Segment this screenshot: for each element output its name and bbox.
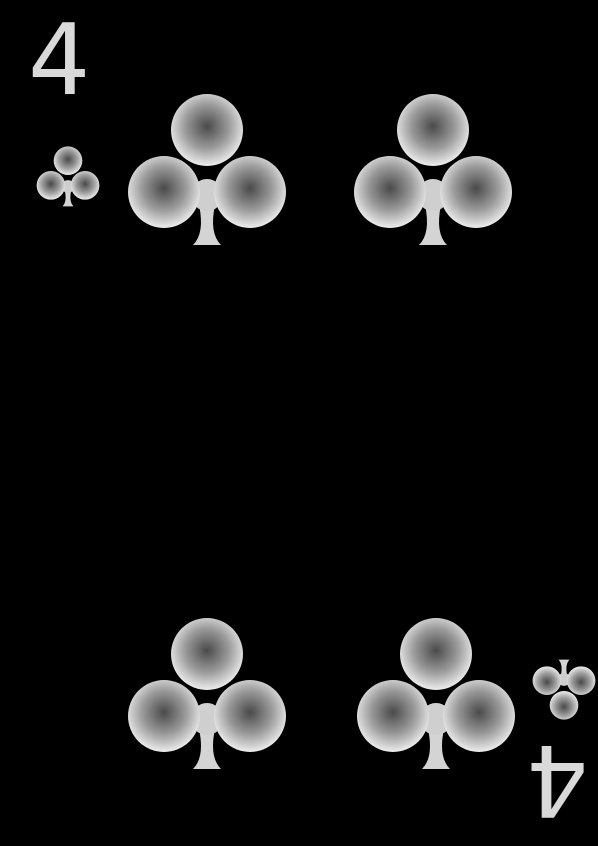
club-icon [127, 93, 287, 249]
rank-bottom: 4 [526, 722, 589, 836]
club-icon [532, 658, 596, 720]
club-icon [36, 146, 100, 208]
club-icon [127, 617, 287, 773]
rank-top: 4 [28, 4, 91, 118]
club-icon [356, 617, 516, 773]
club-icon [353, 93, 513, 249]
